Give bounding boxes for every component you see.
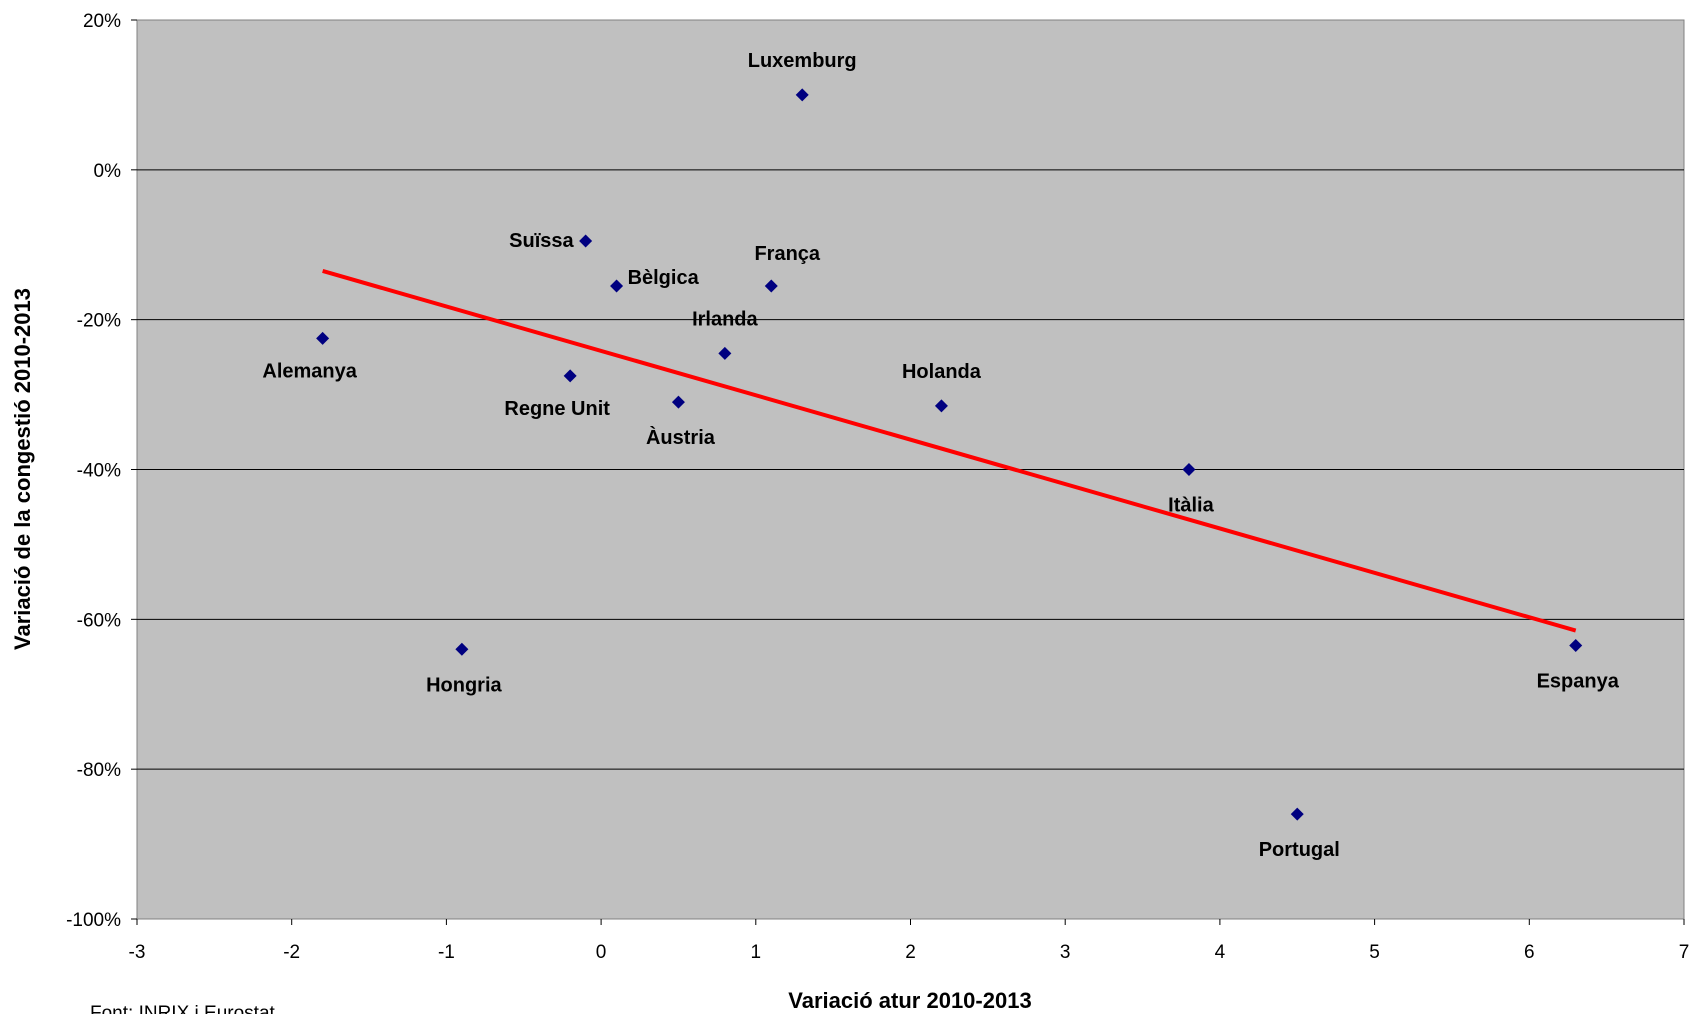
source-note: Font: INRIX i Eurostat	[90, 1003, 276, 1014]
y-tick-label: -40%	[77, 461, 121, 482]
data-point	[764, 279, 778, 293]
data-point	[563, 369, 577, 383]
data-point	[795, 88, 809, 102]
data-point	[671, 395, 685, 409]
data-point	[1569, 639, 1583, 653]
x-tick-label: 1	[751, 942, 762, 963]
data-point	[455, 642, 469, 656]
point-label: Luxemburg	[748, 50, 857, 72]
x-tick-label: 7	[1679, 942, 1690, 963]
data-point	[934, 399, 948, 413]
point-labels: Luxemburg Suïssa Bèlgica França Alemanya Irla…	[262, 50, 1619, 861]
x-tick-label: 4	[1215, 942, 1226, 963]
y-tick-label: 20%	[83, 11, 121, 32]
x-axis-ticks: -3 -2 -1 0 1 2 3 4 5 6 7	[129, 919, 1690, 963]
point-label: Bèlgica	[628, 267, 700, 289]
x-tick-label: 2	[905, 942, 916, 963]
data-point	[610, 279, 624, 293]
data-point	[579, 234, 593, 248]
point-label: Portugal	[1259, 839, 1340, 861]
y-tick-label: 0%	[94, 161, 122, 182]
data-point	[1182, 463, 1196, 476]
x-tick-label: 6	[1524, 942, 1535, 963]
trendline-group	[322, 269, 1577, 633]
x-tick-label: 0	[596, 942, 607, 963]
x-axis-title: Variació atur 2010-2013	[788, 988, 1031, 1013]
data-point	[1290, 807, 1304, 821]
data-point	[718, 346, 732, 360]
gridlines	[137, 169, 1684, 770]
point-label: Espanya	[1537, 671, 1620, 693]
y-axis-ticks: 20% 0% -20% -40% -60% -80% -100%	[66, 11, 137, 931]
x-tick-label: 5	[1369, 942, 1380, 963]
point-label: Hongria	[426, 674, 502, 696]
x-tick-label: 3	[1060, 942, 1071, 963]
point-label: França	[754, 243, 820, 265]
y-tick-label: -100%	[66, 910, 121, 931]
y-tick-label: -20%	[77, 311, 121, 332]
point-label: Irlanda	[692, 308, 758, 330]
data-point	[316, 331, 330, 345]
point-label: Alemanya	[262, 360, 357, 382]
trendline	[322, 269, 1577, 633]
x-tick-label: -2	[283, 942, 300, 963]
point-label: Holanda	[902, 361, 982, 383]
point-label: Itàlia	[1168, 495, 1214, 517]
x-tick-label: -1	[438, 942, 455, 963]
x-tick-label: -3	[129, 942, 146, 963]
y-tick-label: -60%	[77, 610, 121, 631]
point-label: Regne Unit	[504, 398, 610, 420]
point-label: Àustria	[646, 426, 716, 449]
y-tick-label: -80%	[77, 760, 121, 781]
point-label: Suïssa	[509, 230, 574, 252]
y-axis-title: Variació de la congestió 2010-2013	[10, 288, 35, 650]
data-points	[316, 88, 1583, 821]
